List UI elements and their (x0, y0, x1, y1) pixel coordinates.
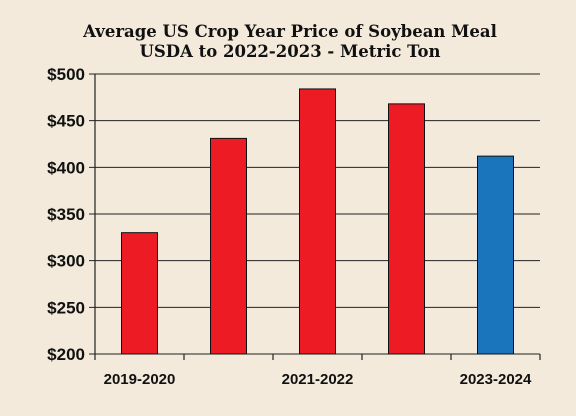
chart-title: Average US Crop Year Price of Soybean Me… (82, 22, 497, 41)
y-tick-label: $200 (47, 345, 85, 364)
bar-2021-2022 (299, 88, 336, 355)
x-tick-label: 2023-2024 (460, 371, 532, 388)
y-tick-label: $350 (47, 205, 85, 224)
bars (121, 88, 514, 355)
x-tick-label: 2019-2020 (104, 371, 176, 388)
y-tick-label: $500 (47, 65, 85, 84)
y-tick-label: $250 (47, 298, 85, 317)
y-tick-labels: $200 $250 $300 $350 $400 $450 $500 (47, 65, 85, 364)
bar-2019-2020 (121, 232, 158, 355)
bar-2022-2023 (388, 103, 425, 355)
y-tick-label: $300 (47, 252, 85, 271)
x-tick-label: 2021-2022 (282, 371, 354, 388)
chart-subtitle: USDA to 2022-2023 - Metric Ton (139, 42, 440, 61)
x-tick-labels: 2019-2020 2021-2022 2023-2024 (104, 371, 532, 388)
bar-2020-2021 (210, 137, 247, 355)
y-tick-label: $400 (47, 158, 85, 177)
y-tick-label: $450 (47, 112, 85, 131)
axes (94, 74, 541, 360)
bar-2023-2024 (477, 155, 514, 355)
